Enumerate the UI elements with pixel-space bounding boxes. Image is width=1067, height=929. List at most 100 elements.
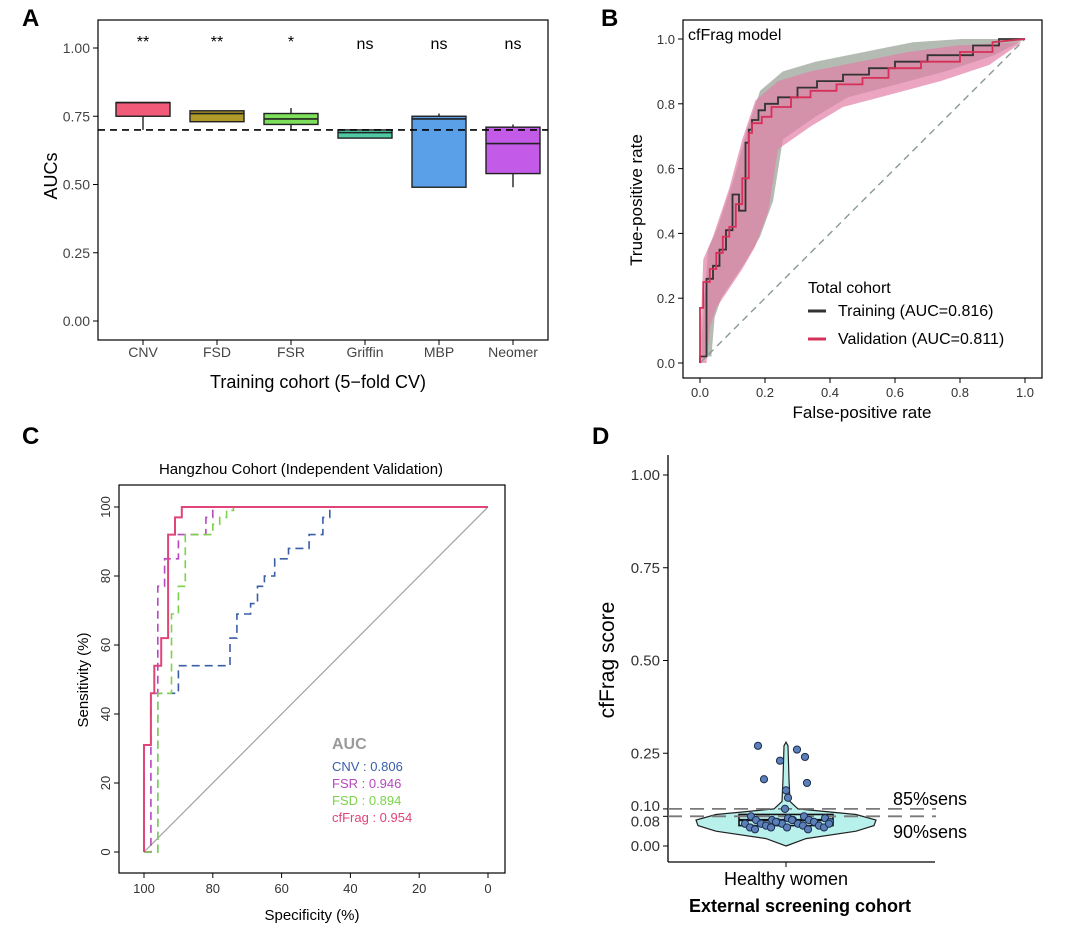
a-ytick-label: 0.50 — [63, 177, 90, 193]
b-diagonal — [699, 38, 1026, 364]
a-box-fsd — [189, 110, 245, 123]
b-ytick-label: 1.0 — [657, 32, 675, 47]
c-xtick-label: 0 — [484, 881, 491, 896]
b-ytick-label: 0.8 — [657, 97, 675, 112]
d-threshold-90: 90%sens — [893, 822, 967, 842]
d-point — [759, 775, 769, 784]
d-ytick-label: 1.00 — [631, 467, 660, 484]
b-ytick-label: 0.0 — [657, 356, 675, 371]
c-xtick-label: 60 — [274, 881, 288, 896]
b-ytick-label: 0.6 — [657, 162, 675, 177]
a-ytick-label: 0.00 — [63, 313, 90, 329]
c-xtick-label: 80 — [206, 881, 220, 896]
a-significance: ** — [211, 34, 223, 51]
d-point — [802, 778, 812, 788]
d-point — [803, 825, 813, 834]
c-xtick-label: 100 — [133, 881, 155, 896]
d-point — [780, 804, 790, 814]
c-xlabel: Specificity (%) — [264, 907, 359, 924]
d-point — [753, 741, 763, 750]
panel-label-a: A — [22, 5, 39, 32]
a-xtick-label: MBP — [424, 344, 454, 360]
panel-a-box-plot: 0.00 0.25 0.50 0.75 1.00 CNV ** FSD ** FSR * Griffi… — [63, 19, 549, 360]
a-box-cnv — [115, 101, 171, 117]
d-point — [781, 786, 791, 795]
d-point — [766, 823, 776, 832]
c-legend-title: AUC — [332, 736, 367, 753]
c-ylabel: Sensitivity (%) — [75, 632, 92, 727]
b-legend-title: Total cohort — [808, 280, 891, 297]
c-legend-fsr: FSR : 0.946 — [332, 776, 401, 791]
c-curve-cnv — [144, 506, 488, 853]
a-xtick-label: Griffin — [346, 344, 383, 360]
d-point — [783, 793, 793, 802]
c-legend-fsd: FSD : 0.894 — [332, 793, 401, 808]
b-band-validation — [700, 42, 1022, 363]
a-xlabel: Training cohort (5−fold CV) — [210, 372, 426, 392]
a-xtick-label: FSD — [203, 344, 231, 360]
panel-b-roc: 0.0 0.0 0.2 0.2 0.4 0.4 0.6 0.6 0.8 0.8 1.0 1.0 — [657, 19, 1043, 400]
a-significance: * — [288, 34, 294, 51]
b-legend-training: Training (AUC=0.816) — [838, 303, 993, 320]
panel-label-d: D — [592, 423, 609, 450]
b-ylabel: True-positive rate — [627, 134, 646, 266]
a-box-griffin — [337, 129, 393, 139]
panel-d-violin: 0.00 0.080.10 0.25 0.50 0.75 1.00 — [631, 455, 936, 867]
d-ytick-label: 0.25 — [631, 745, 660, 762]
c-xtick-label: 40 — [343, 881, 357, 896]
a-box-neomer — [485, 126, 541, 175]
b-xtick-label: 0.6 — [886, 385, 904, 400]
b-ytick-label: 0.2 — [657, 291, 675, 306]
b-plot-frame — [682, 19, 1043, 379]
b-ytick-label: 0.4 — [657, 226, 675, 241]
a-significance: ns — [431, 36, 448, 53]
a-plot-frame — [97, 19, 549, 341]
d-ytick-label: 0.50 — [631, 653, 660, 670]
d-ytick-label: 0.08 — [631, 813, 660, 830]
d-ytick-label: 0.10 — [631, 798, 660, 815]
c-ytick-label: 0 — [98, 848, 113, 855]
d-point — [782, 823, 792, 832]
b-legend-validation: Validation (AUC=0.811) — [838, 331, 1004, 348]
d-point — [775, 756, 785, 765]
d-point — [800, 752, 810, 762]
c-curve-cffrag — [143, 506, 488, 852]
panel-label-c: C — [22, 423, 39, 450]
b-xtick-label: 0.8 — [951, 385, 969, 400]
b-xlabel: False-positive rate — [793, 403, 932, 422]
panel-c-roc: 100 80 60 40 20 0 0 20 40 60 80 100 CNV : 0.806 FSR :… — [98, 484, 506, 896]
c-title: Hangzhou Cohort (Independent Validation) — [159, 461, 443, 478]
c-ytick-label: 40 — [98, 707, 113, 721]
d-point — [771, 817, 781, 826]
panel-label-b: B — [601, 5, 618, 32]
a-box-mbp — [411, 115, 467, 188]
d-ytick-label: 0.75 — [631, 560, 660, 577]
a-significance: ns — [357, 36, 374, 53]
a-significance: ns — [505, 36, 522, 53]
d-point — [792, 745, 802, 754]
a-xtick-label: FSR — [277, 344, 305, 360]
c-ytick-label: 60 — [98, 638, 113, 652]
c-xtick-label: 20 — [412, 881, 426, 896]
d-xlabel: External screening cohort — [689, 896, 911, 916]
d-threshold-85: 85%sens — [893, 789, 967, 809]
b-title: cfFrag model — [688, 27, 781, 44]
c-curve-fsd — [144, 506, 488, 853]
c-legend-cnv: CNV : 0.806 — [332, 759, 403, 774]
a-ytick-label: 1.00 — [63, 40, 90, 56]
d-ylabel: cfFrag score — [596, 602, 619, 719]
d-point — [824, 819, 834, 828]
c-ytick-label: 20 — [98, 776, 113, 790]
b-xtick-label: 0.4 — [821, 385, 839, 400]
b-xtick-label: 0.0 — [691, 385, 709, 400]
b-curve-validation — [699, 38, 1026, 363]
b-xtick-label: 1.0 — [1016, 385, 1034, 400]
a-xtick-label: CNV — [128, 344, 158, 360]
d-point — [787, 815, 797, 825]
c-diagonal — [143, 506, 489, 853]
b-xtick-label: 0.2 — [756, 385, 774, 400]
d-category-label: Healthy women — [724, 869, 848, 889]
a-ytick-label: 0.25 — [63, 245, 90, 261]
a-xtick-label: Neomer — [488, 344, 538, 360]
